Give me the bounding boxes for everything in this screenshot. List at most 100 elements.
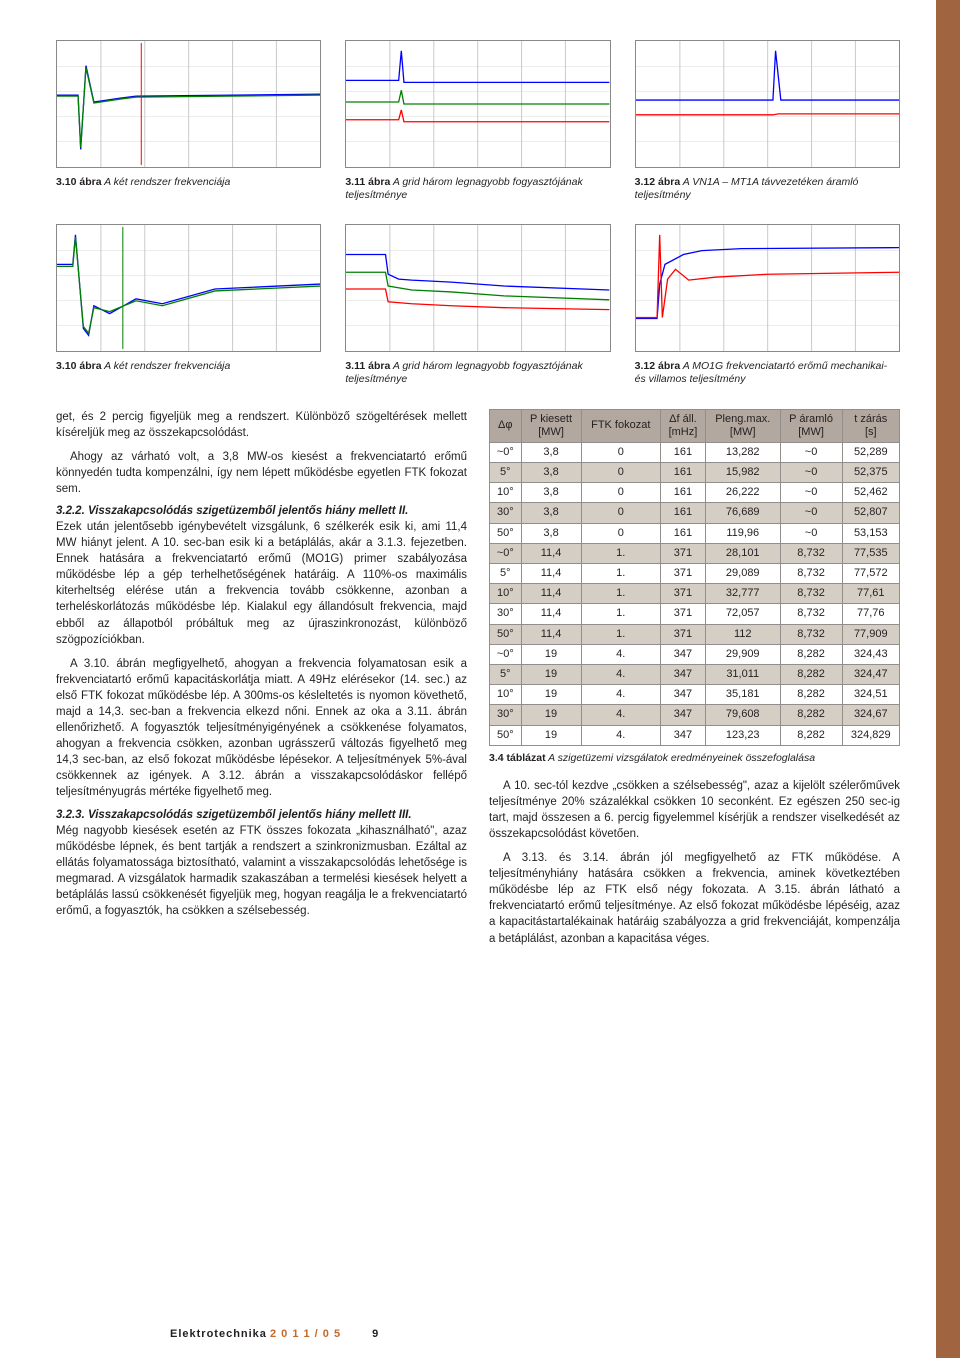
table-cell: 26,222 <box>705 483 780 503</box>
para: A 3.10. ábrán megfigyelhető, ahogyan a f… <box>56 656 467 801</box>
table-cell: ~0° <box>490 543 522 563</box>
table-cell: 10° <box>490 483 522 503</box>
table-cell: 371 <box>660 543 705 563</box>
table-cell: 52,807 <box>842 503 899 523</box>
table-cell: 52,289 <box>842 442 899 462</box>
chart-3-10b <box>56 224 321 352</box>
caption-row-1: 3.10 ábra A két rendszer frekvenciája 3.… <box>56 176 900 202</box>
table-cell: 19 <box>521 644 581 664</box>
table-cell: 3,8 <box>521 503 581 523</box>
table-cell: 4. <box>581 644 660 664</box>
para: A 10. sec-tól kezdve „csökken a szélsebe… <box>489 778 900 842</box>
table-cell: 77,535 <box>842 543 899 563</box>
table-cell: 31,011 <box>705 664 780 684</box>
heading-3-2-3: 3.2.3. Visszakapcsolódás szigetüzemből j… <box>56 809 467 821</box>
para: A 3.13. és 3.14. ábrán jól megfigyelhető… <box>489 850 900 947</box>
page-number: 9 <box>372 1328 378 1340</box>
table-cell: 50° <box>490 523 522 543</box>
table-header-cell: Δφ <box>490 409 522 442</box>
table-cell: 371 <box>660 584 705 604</box>
table-cell: 10° <box>490 685 522 705</box>
table-cell: 4. <box>581 664 660 684</box>
para: Ahogy az várható volt, a 3,8 MW-os kiesé… <box>56 449 467 497</box>
table-cell: 3,8 <box>521 483 581 503</box>
caption-3-12b: 3.12 ábra A MO1G frekvenciatartó erőmű m… <box>635 360 900 386</box>
table-cell: 4. <box>581 705 660 725</box>
table-cell: 0 <box>581 442 660 462</box>
table-cell: 3,8 <box>521 463 581 483</box>
table-cell: 77,572 <box>842 564 899 584</box>
chart-3-10a <box>56 40 321 168</box>
table-cell: 1. <box>581 584 660 604</box>
chart-row-2 <box>56 224 900 352</box>
table-cell: 8,732 <box>780 624 842 644</box>
page-footer: Elektrotechnika 2 0 1 1 / 0 5 9 <box>170 1328 378 1340</box>
table-cell: 324,51 <box>842 685 899 705</box>
table-cell: 119,96 <box>705 523 780 543</box>
table-cell: 11,4 <box>521 564 581 584</box>
table-cell: 50° <box>490 725 522 745</box>
table-cell: 10° <box>490 584 522 604</box>
table-cell: 52,375 <box>842 463 899 483</box>
table-cell: 19 <box>521 725 581 745</box>
table-cell: 30° <box>490 604 522 624</box>
table-cell: 123,23 <box>705 725 780 745</box>
table-header-cell: P kiesett[MW] <box>521 409 581 442</box>
table-header-cell: Pleng.max.[MW] <box>705 409 780 442</box>
table-cell: ~0° <box>490 442 522 462</box>
table-cell: ~0 <box>780 503 842 523</box>
table-cell: 29,089 <box>705 564 780 584</box>
table-cell: 371 <box>660 604 705 624</box>
table-row: 30°11,41.37172,0578,73277,76 <box>490 604 900 624</box>
table-cell: 161 <box>660 442 705 462</box>
table-cell: 3,8 <box>521 442 581 462</box>
table-cell: 11,4 <box>521 624 581 644</box>
table-cell: 161 <box>660 503 705 523</box>
table-cell: 1. <box>581 543 660 563</box>
table-cell: 161 <box>660 483 705 503</box>
table-row: ~0°11,41.37128,1018,73277,535 <box>490 543 900 563</box>
table-cell: 112 <box>705 624 780 644</box>
para: Ezek után jelentősebb igénybevételt vizs… <box>56 519 467 648</box>
results-table: ΔφP kiesett[MW]FTK fokozatΔf áll.[mHz]Pl… <box>489 409 900 746</box>
table-cell: 30° <box>490 705 522 725</box>
table-cell: 30° <box>490 503 522 523</box>
table-cell: 50° <box>490 624 522 644</box>
table-cell: 5° <box>490 664 522 684</box>
table-cell: 72,057 <box>705 604 780 624</box>
table-row: 5°11,41.37129,0898,73277,572 <box>490 564 900 584</box>
caption-3-10b: 3.10 ábra A két rendszer frekvenciája <box>56 360 321 386</box>
table-cell: 77,909 <box>842 624 899 644</box>
table-cell: 28,101 <box>705 543 780 563</box>
page: 3.10 ábra A két rendszer frekvenciája 3.… <box>0 0 936 1358</box>
table-cell: 1. <box>581 604 660 624</box>
caption-3-11a: 3.11 ábra A grid három legnagyobb fogyas… <box>345 176 610 202</box>
table-cell: ~0 <box>780 483 842 503</box>
table-row: ~0°3,8016113,282~052,289 <box>490 442 900 462</box>
table-cell: 161 <box>660 523 705 543</box>
table-cell: 11,4 <box>521 584 581 604</box>
table-cell: 8,282 <box>780 664 842 684</box>
table-cell: 8,282 <box>780 685 842 705</box>
table-cell: 1. <box>581 624 660 644</box>
table-cell: 35,181 <box>705 685 780 705</box>
table-cell: 8,282 <box>780 705 842 725</box>
table-row: 5°3,8016115,982~052,375 <box>490 463 900 483</box>
table-cell: 32,777 <box>705 584 780 604</box>
table-cell: 347 <box>660 685 705 705</box>
table-row: 10°194.34735,1818,282324,51 <box>490 685 900 705</box>
table-cell: 11,4 <box>521 604 581 624</box>
table-cell: ~0° <box>490 644 522 664</box>
table-header-cell: Δf áll.[mHz] <box>660 409 705 442</box>
table-cell: 19 <box>521 664 581 684</box>
table-cell: 1. <box>581 564 660 584</box>
table-cell: 19 <box>521 685 581 705</box>
table-cell: 53,153 <box>842 523 899 543</box>
chart-row-1 <box>56 40 900 168</box>
table-row: 5°194.34731,0118,282324,47 <box>490 664 900 684</box>
table-row: 50°3,80161119,96~053,153 <box>490 523 900 543</box>
body-columns: get, és 2 percig figyeljük meg a rendsze… <box>56 409 900 955</box>
table-cell: 324,47 <box>842 664 899 684</box>
table-row: 50°194.347123,238,282324,829 <box>490 725 900 745</box>
table-cell: 77,76 <box>842 604 899 624</box>
